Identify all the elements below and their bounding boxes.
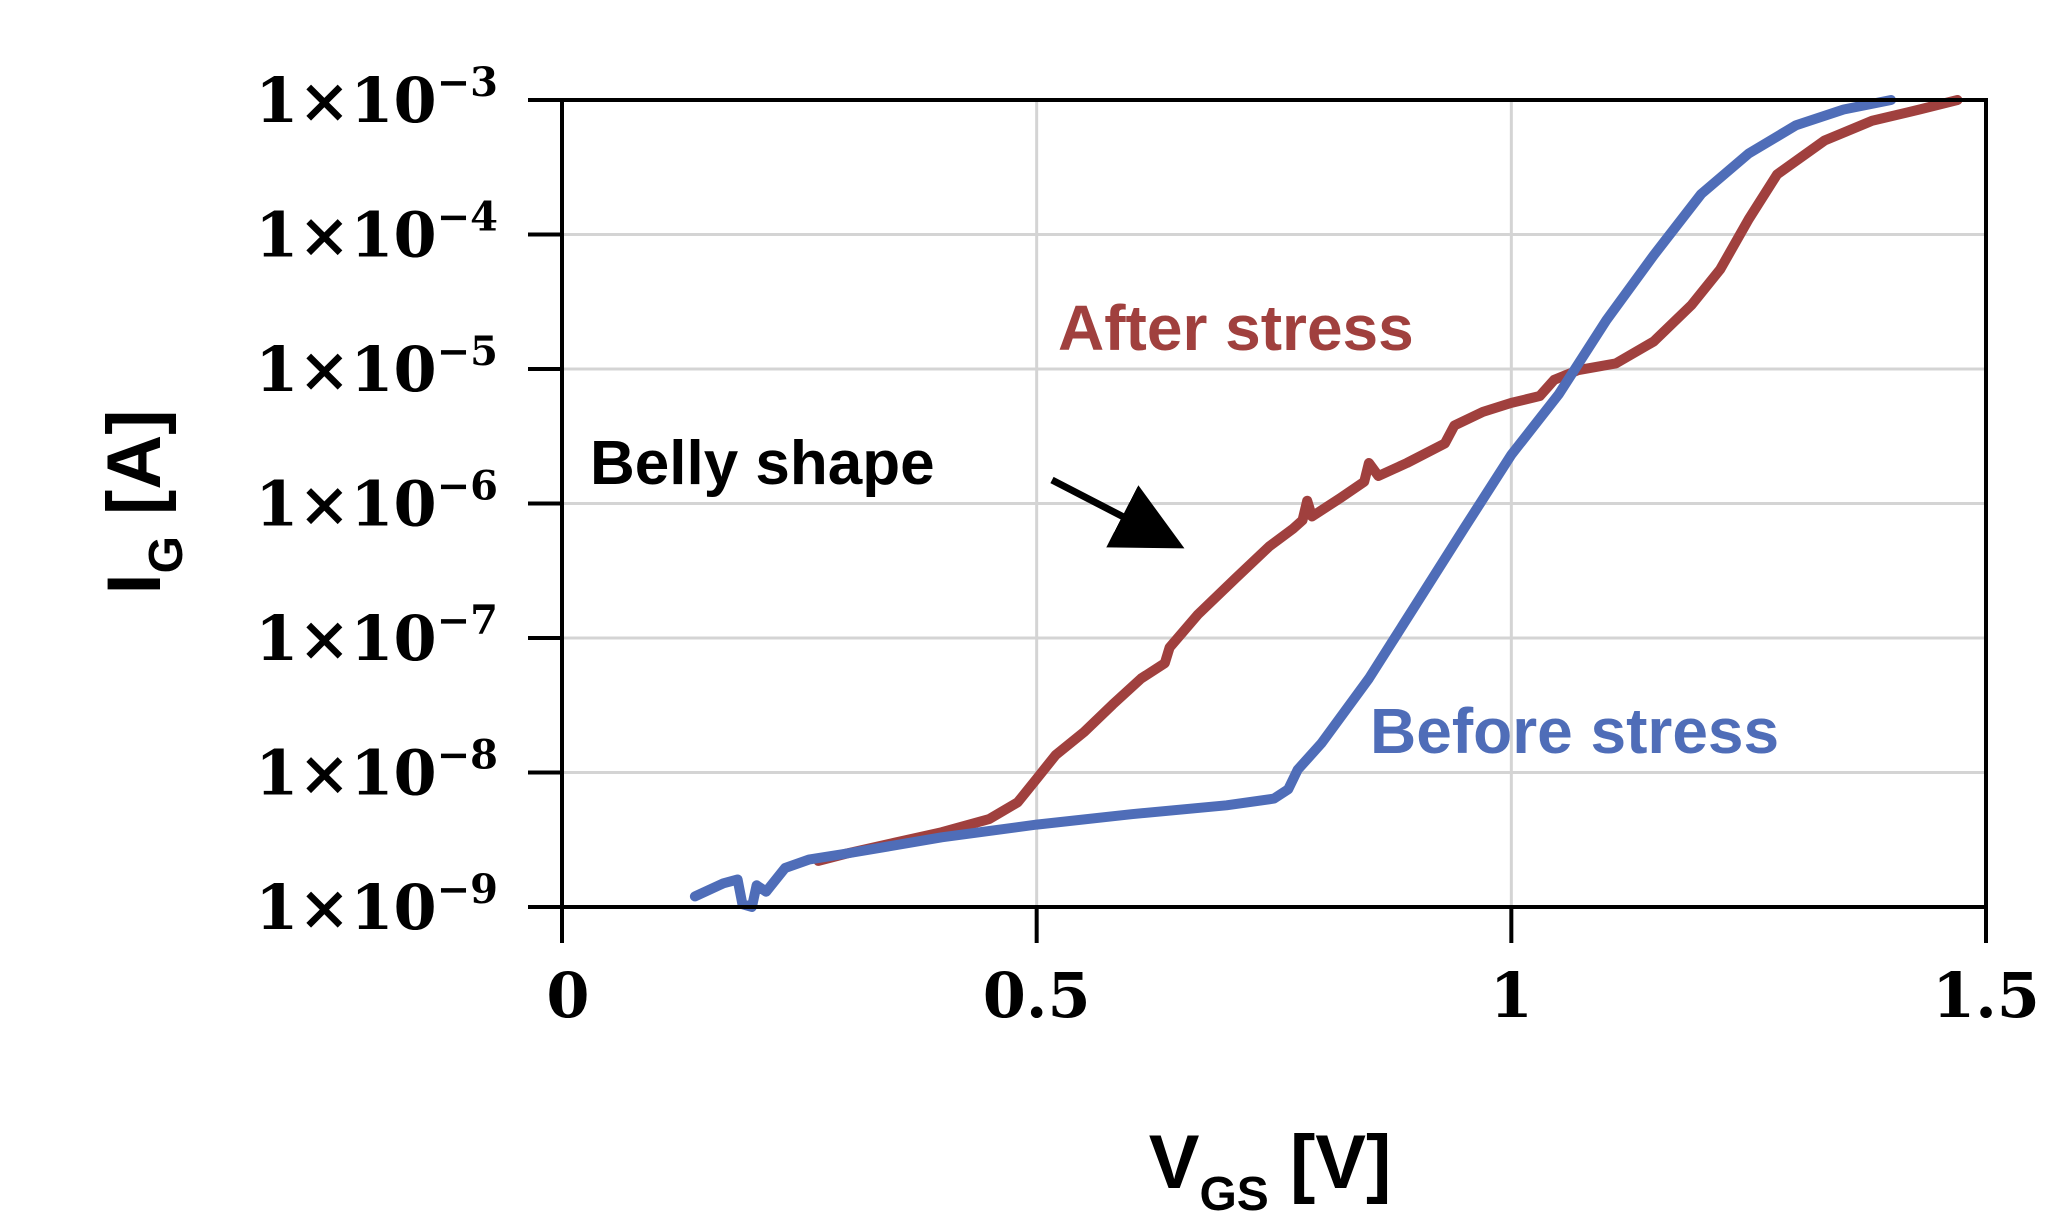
x-tick-label: 1.5 [1932,959,2040,1032]
belly-shape-arrow [1050,476,1185,549]
after-stress-label: After stress [1058,292,1414,364]
series-line-after-stress [813,95,1963,866]
y-axis-ticks: 1×10−3 1×10−4 1×10−5 1×10−6 1×10−7 1×10−8 1×10… [255,59,562,944]
x-axis-title: VGS [V] [1149,1120,1392,1216]
grid [562,98,1988,907]
before-stress-label: Before stress [1370,695,1779,767]
y-axis-title: IG [A] [92,409,193,594]
y-tick-label: 1×10−4 [255,194,498,272]
belly-shape-label: Belly shape [590,429,935,498]
x-axis-ticks: 0 0.5 1 1.5 [546,907,2040,1032]
x-tick-label: 1 [1490,959,1533,1032]
y-tick-label: 1×10−7 [255,597,498,675]
series-layer [689,95,1963,912]
y-tick-label: 1×10−8 [255,732,498,810]
y-tick-label: 1×10−9 [255,866,498,944]
y-tick-label: 1×10−5 [255,328,498,406]
x-tick-label: 0 [546,959,589,1032]
series-line-before-stress [689,95,1897,912]
x-tick-label: 0.5 [983,959,1091,1032]
y-tick-label: 1×10−3 [255,59,498,137]
y-tick-label: 1×10−6 [255,463,498,541]
